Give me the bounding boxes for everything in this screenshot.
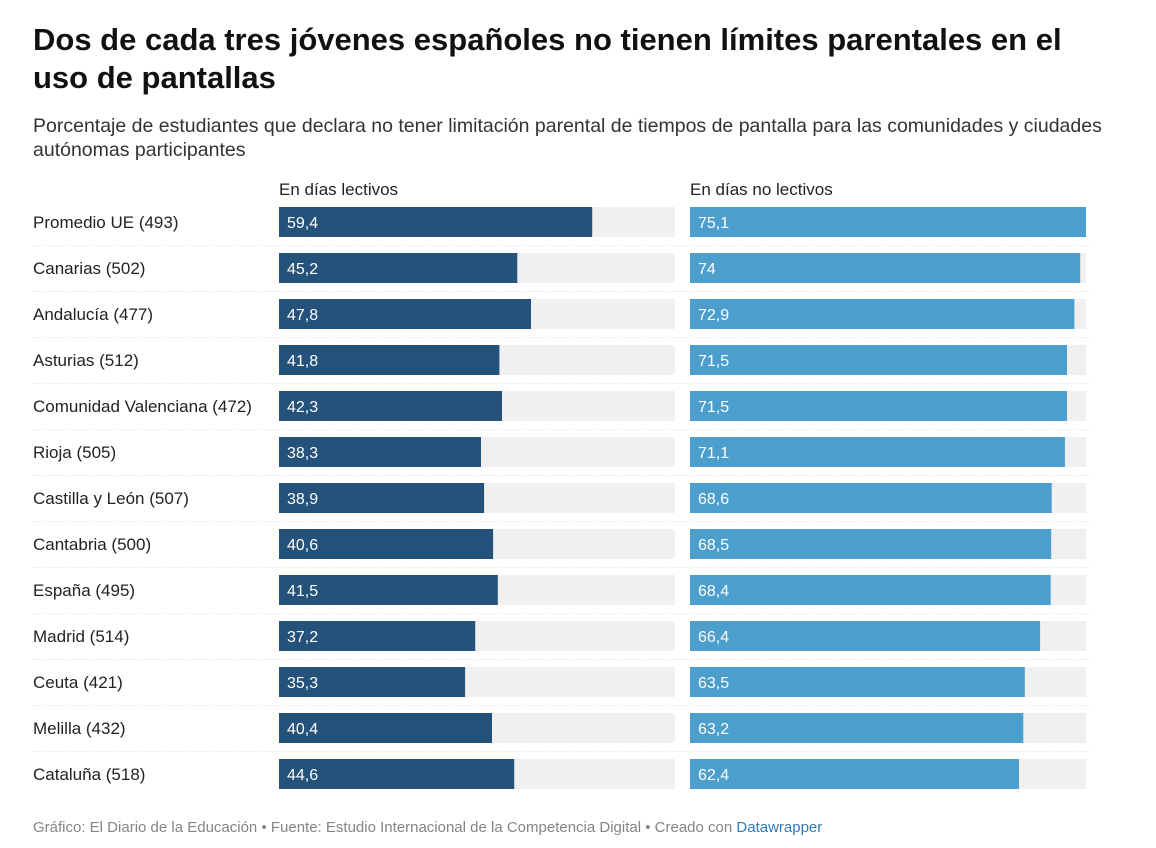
column-header-weekdays: En días lectivos	[279, 180, 399, 199]
value-label: 40,4	[287, 721, 318, 738]
value-label: 75,1	[698, 215, 729, 232]
row-label: Cataluña (518)	[33, 765, 145, 784]
bar	[690, 437, 1065, 467]
bar	[690, 713, 1024, 743]
value-label: 62,4	[698, 767, 729, 784]
row-label: Cantabria (500)	[33, 535, 151, 554]
row-label: Canarias (502)	[33, 259, 145, 278]
bar	[690, 575, 1051, 605]
bar	[690, 667, 1025, 697]
row-label: Melilla (432)	[33, 719, 126, 738]
row-label: Asturias (512)	[33, 351, 139, 370]
row-label: Promedio UE (493)	[33, 213, 179, 232]
bar-chart: Promedio UE (493) 59,4 75,1 Canarias (502) 4…	[33, 207, 1091, 789]
bar	[279, 759, 515, 789]
value-label: 38,3	[287, 445, 318, 462]
row-label: España (495)	[33, 581, 135, 600]
row-label: Rioja (505)	[33, 443, 116, 462]
value-label: 68,5	[698, 537, 729, 554]
value-label: 40,6	[287, 537, 318, 554]
bar	[279, 299, 531, 329]
value-label: 41,8	[287, 353, 318, 370]
value-label: 42,3	[287, 399, 318, 416]
row-label: Madrid (514)	[33, 627, 129, 646]
chart-title: Dos de cada tres jóvenes españoles no ti…	[33, 22, 1062, 95]
value-label: 59,4	[287, 215, 318, 232]
footer-credits: Gráfico: El Diario de la Educación • Fue…	[33, 819, 737, 836]
bar	[690, 207, 1086, 237]
bar	[279, 437, 481, 467]
datawrapper-link[interactable]: Datawrapper	[736, 819, 823, 836]
chart-footer: Gráfico: El Diario de la Educación • Fue…	[33, 818, 822, 838]
row-label: Castilla y León (507)	[33, 489, 189, 508]
bar	[279, 391, 502, 421]
row-label: Comunidad Valenciana (472)	[33, 397, 252, 416]
bar	[279, 621, 476, 651]
bar	[690, 345, 1067, 375]
row-label: Ceuta (421)	[33, 673, 123, 692]
value-label: 45,2	[287, 261, 318, 278]
value-label: 68,4	[698, 583, 729, 600]
value-label: 41,5	[287, 583, 318, 600]
value-label: 71,1	[698, 445, 729, 462]
bar	[690, 253, 1081, 283]
bar	[279, 483, 485, 513]
value-label: 71,5	[698, 353, 729, 370]
value-label: 63,5	[698, 675, 729, 692]
bar	[279, 253, 518, 283]
value-label: 72,9	[698, 307, 729, 324]
bar	[690, 621, 1041, 651]
bar	[690, 391, 1067, 421]
value-label: 63,2	[698, 721, 729, 738]
row-label: Andalucía (477)	[33, 305, 153, 324]
bar	[279, 575, 498, 605]
bar	[690, 759, 1019, 789]
value-label: 71,5	[698, 399, 729, 416]
bar	[690, 483, 1052, 513]
value-label: 44,6	[287, 767, 318, 784]
column-header-weekends: En días no lectivos	[690, 180, 833, 199]
value-label: 37,2	[287, 629, 318, 646]
bar	[279, 667, 466, 697]
bar	[279, 345, 500, 375]
bar	[279, 713, 492, 743]
chart-subtitle: Porcentaje de estudiantes que declara no…	[33, 115, 1102, 161]
value-label: 38,9	[287, 491, 318, 508]
value-label: 47,8	[287, 307, 318, 324]
value-label: 74	[698, 261, 716, 278]
value-label: 66,4	[698, 629, 729, 646]
bar	[279, 529, 494, 559]
bar	[690, 299, 1075, 329]
bar	[690, 529, 1052, 559]
value-label: 35,3	[287, 675, 318, 692]
bar	[279, 207, 593, 237]
value-label: 68,6	[698, 491, 729, 508]
